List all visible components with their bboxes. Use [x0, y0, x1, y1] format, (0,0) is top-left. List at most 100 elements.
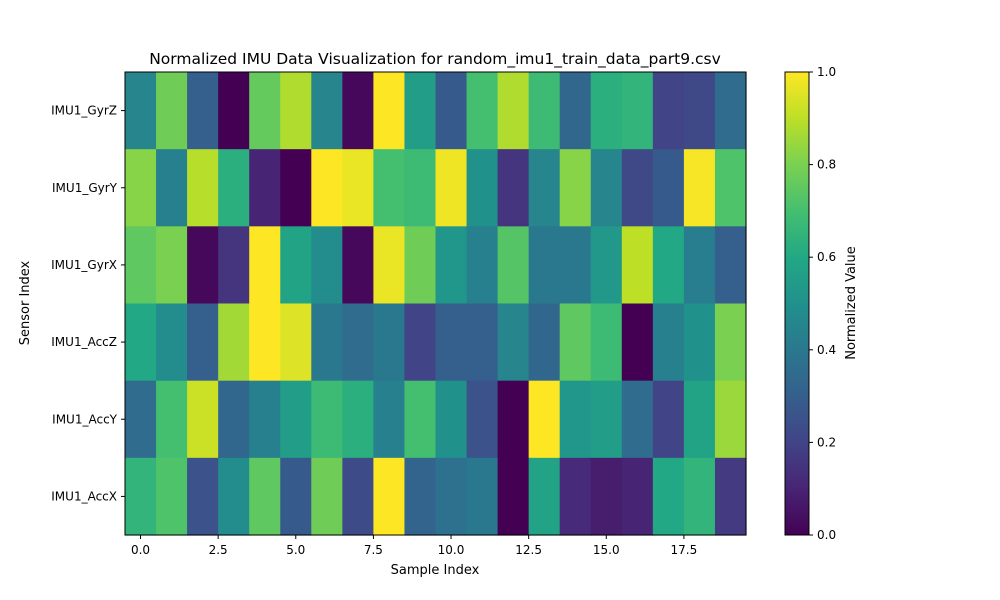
heatmap-cell — [621, 149, 654, 227]
heatmap-cell — [466, 72, 499, 150]
heatmap-cell — [404, 380, 437, 459]
heatmap-cell — [528, 149, 561, 227]
heatmap-cell — [249, 72, 281, 150]
heatmap-cell — [621, 380, 654, 459]
heatmap-cell — [621, 226, 654, 305]
heatmap-cell — [249, 380, 281, 459]
heatmap-cell — [280, 149, 312, 227]
heatmap-cells — [125, 72, 747, 536]
heatmap-cell — [218, 303, 250, 382]
heatmap-cell — [652, 72, 685, 150]
heatmap-cell — [404, 72, 437, 150]
heatmap-cell — [528, 226, 561, 305]
heatmap-cell — [218, 72, 250, 150]
heatmap-cell — [342, 303, 374, 382]
y-axis-label: Sensor Index — [18, 260, 33, 345]
heatmap-cell — [590, 226, 623, 305]
heatmap-cell — [280, 226, 312, 305]
heatmap-cell — [652, 149, 685, 227]
heatmap-cell — [714, 149, 747, 227]
heatmap-cell — [559, 226, 592, 305]
heatmap-cell — [435, 149, 468, 227]
heatmap-cell — [187, 380, 219, 459]
heatmap-cell — [590, 72, 623, 150]
heatmap-cell — [714, 303, 747, 382]
heatmap-cell — [652, 226, 685, 305]
heatmap-cell — [187, 457, 219, 536]
y-axis: IMU1_GyrZ IMU1_GyrY IMU1_GyrX IMU1_AccZ IMU1… — [51, 104, 125, 503]
x-tick-label: 10.0 — [438, 543, 465, 557]
heatmap-cell — [435, 72, 468, 150]
heatmap-cell — [497, 303, 530, 382]
heatmap-cell — [342, 380, 374, 459]
colorbar — [784, 71, 810, 536]
colorbar-tick-label: 0.2 — [817, 435, 836, 449]
heatmap-cell — [714, 72, 747, 150]
heatmap-cell — [342, 457, 374, 536]
heatmap-cell — [466, 380, 499, 459]
heatmap-cell — [683, 72, 716, 150]
heatmap-cell — [311, 226, 343, 305]
heatmap-cell — [249, 149, 281, 227]
heatmap-cell — [125, 226, 157, 305]
heatmap-cell — [187, 149, 219, 227]
y-tick-label: IMU1_AccY — [52, 412, 118, 426]
x-tick-label: 17.5 — [671, 543, 698, 557]
heatmap-cell — [156, 303, 188, 382]
heatmap-cell — [404, 457, 437, 536]
y-tick-label: IMU1_AccX — [51, 489, 117, 503]
heatmap-cell — [621, 457, 654, 536]
heatmap-cell — [435, 380, 468, 459]
colorbar-tick-label: 0.0 — [817, 528, 836, 542]
heatmap-cell — [373, 303, 406, 382]
colorbar-tick-label: 1.0 — [817, 65, 836, 79]
heatmap-cell — [187, 72, 219, 150]
x-axis-label: Sample Index — [391, 563, 480, 578]
y-tick-label: IMU1_GyrY — [52, 181, 118, 195]
heatmap-cell — [373, 72, 406, 150]
x-tick-label: 12.5 — [515, 543, 542, 557]
x-axis: 0.0 2.5 5.0 7.5 10.0 12.5 15.0 17.5 — [131, 535, 697, 557]
heatmap-cell — [714, 380, 747, 459]
heatmap-cell — [404, 149, 437, 227]
colorbar-frame — [784, 71, 810, 536]
heatmap-cell — [683, 380, 716, 459]
heatmap-cell — [435, 457, 468, 536]
x-tick-label: 2.5 — [209, 543, 228, 557]
heatmap-cell — [342, 226, 374, 305]
x-tick-label: 0.0 — [131, 543, 150, 557]
heatmap-cell — [125, 380, 157, 459]
x-tick-label: 7.5 — [364, 543, 383, 557]
heatmap-cell — [528, 72, 561, 150]
heatmap-cell — [683, 303, 716, 382]
colorbar-gradient — [785, 72, 809, 535]
heatmap-cell — [652, 457, 685, 536]
heatmap-cell — [590, 380, 623, 459]
heatmap-cell — [311, 303, 343, 382]
heatmap-cell — [218, 226, 250, 305]
heatmap-cell — [156, 72, 188, 150]
colorbar-tick-label: 0.4 — [817, 343, 836, 357]
heatmap-cell — [652, 303, 685, 382]
heatmap-cell — [311, 457, 343, 536]
heatmap-cell — [187, 226, 219, 305]
heatmap-cell — [559, 380, 592, 459]
plot-frame — [124, 71, 747, 536]
heatmap-cell — [373, 226, 406, 305]
heatmap-cell — [528, 457, 561, 536]
heatmap-cell — [311, 72, 343, 150]
heatmap-cell — [311, 149, 343, 227]
heatmap-cell — [125, 303, 157, 382]
heatmap-cell — [311, 380, 343, 459]
heatmap-cell — [466, 303, 499, 382]
heatmap-cell — [280, 457, 312, 536]
heatmap-cell — [218, 149, 250, 227]
heatmap-cell — [249, 303, 281, 382]
y-tick-label: IMU1_GyrZ — [51, 104, 117, 118]
heatmap-cell — [218, 457, 250, 536]
heatmap-cell — [590, 149, 623, 227]
x-tick-label: 5.0 — [286, 543, 305, 557]
heatmap-cell — [404, 226, 437, 305]
colorbar-tick-label: 0.6 — [817, 250, 836, 264]
